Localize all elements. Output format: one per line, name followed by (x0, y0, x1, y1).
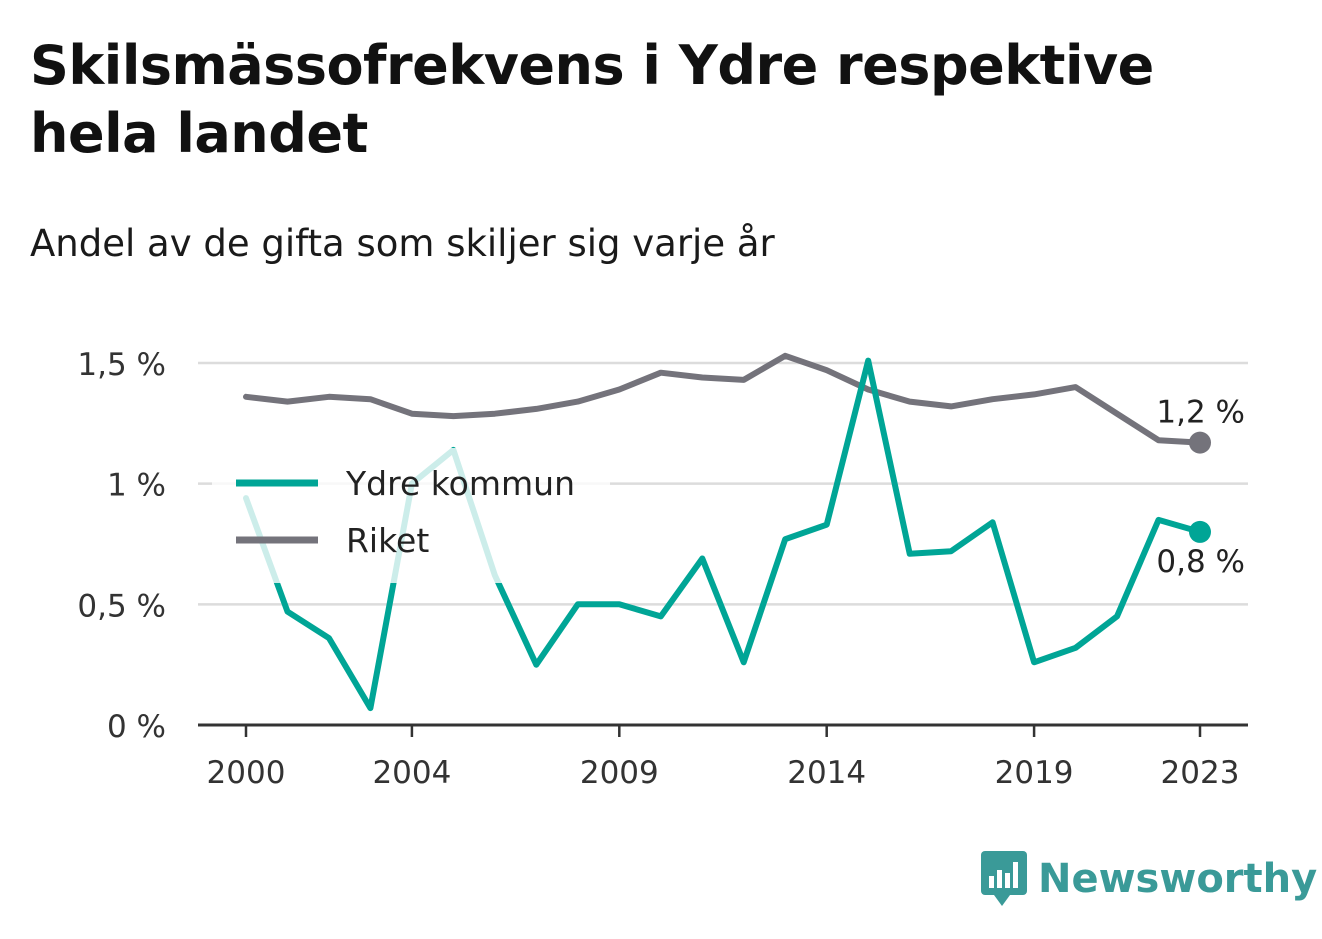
y-tick-label: 1,5 % (77, 347, 166, 383)
legend-background (212, 448, 610, 583)
brand-name: Newsworthy (1038, 856, 1318, 902)
y-tick-label: 1 % (107, 468, 166, 504)
x-tick-label: 2023 (1161, 755, 1240, 791)
chart-title: Skilsmässofrekvens i Ydre respektive hel… (30, 34, 1154, 165)
series-line (243, 352, 1203, 446)
legend-label: Ydre kommun (345, 464, 575, 503)
legend-label: Riket (346, 521, 429, 560)
chart-subtitle: Andel av de gifta som skiljer sig varje … (30, 222, 775, 265)
brand: Newsworthy (980, 850, 1317, 908)
x-tick-label: 2019 (995, 755, 1074, 791)
y-tick-label: 0,5 % (77, 588, 166, 624)
x-tick-label: 2004 (372, 755, 451, 791)
y-tick-label: 0 % (107, 709, 166, 745)
x-tick-label: 2000 (207, 755, 286, 791)
x-tick-label: 2009 (580, 755, 659, 791)
x-tick-label: 2014 (787, 755, 866, 791)
end-point (1189, 431, 1211, 454)
end-label: 1,2 % (1156, 395, 1245, 431)
end-point (1189, 520, 1211, 543)
newsworthy-logo-icon (981, 851, 1027, 906)
end-label: 0,8 % (1156, 544, 1245, 580)
